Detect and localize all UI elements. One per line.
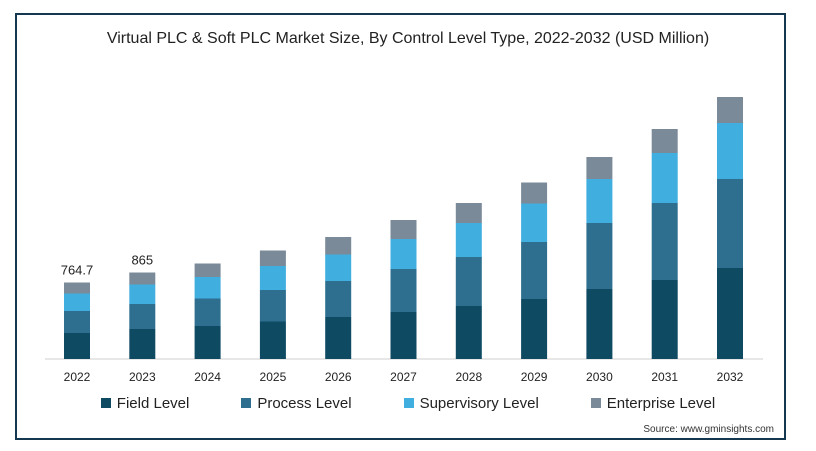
bar-field-level-2028: [455, 306, 482, 359]
x-tick-label: 2030: [586, 370, 613, 384]
bar-process-level-2025: [259, 290, 286, 322]
bar-supervisory-level-2026: [325, 254, 352, 281]
legend-swatch: [403, 398, 414, 408]
bar-process-level-2030: [586, 223, 613, 289]
bar-process-level-2032: [717, 179, 743, 268]
chart-legend: Field Level Process Level Supervisory Leve…: [0, 392, 816, 414]
legend-item: Enterprise Level: [590, 394, 716, 412]
bar-field-level-2025: [259, 321, 286, 359]
bar-supervisory-level-2031: [651, 153, 678, 203]
bar-supervisory-level-2027: [390, 239, 417, 269]
bar-enterprise-level-2028: [455, 203, 482, 223]
bar-enterprise-level-2022: [64, 282, 90, 294]
bar-enterprise-level-2023: [129, 272, 156, 285]
chart-title: Virtual PLC & Soft PLC Market Size, By C…: [106, 30, 710, 47]
bar-field-level-2023: [129, 329, 156, 359]
bar-field-level-2031: [651, 280, 678, 359]
data-label: 764.7: [61, 263, 94, 278]
legend-swatch: [100, 398, 111, 408]
bar-enterprise-level-2026: [325, 237, 352, 255]
x-tick-labels: 2022 2023 2024 2025 2026 2027 2028 2029 2030 2031…: [64, 370, 744, 384]
legend-label: Enterprise Level: [606, 394, 716, 412]
x-tick-label: 2024: [194, 370, 221, 384]
bar-enterprise-level-2030: [586, 157, 613, 179]
legend-item: Process Level: [241, 394, 352, 412]
data-label: 865: [131, 253, 153, 268]
bar-process-level-2031: [651, 203, 678, 280]
legend-swatch: [241, 398, 252, 408]
bar-process-level-2022: [64, 311, 90, 333]
bar-supervisory-level-2025: [259, 266, 286, 290]
bar-enterprise-level-2024: [194, 263, 221, 277]
legend-label: Process Level: [257, 394, 352, 412]
legend-label: Field Level: [116, 394, 190, 412]
bar-enterprise-level-2029: [521, 182, 548, 204]
bar-supervisory-level-2028: [455, 223, 482, 257]
bar-field-level-2030: [586, 289, 613, 359]
bar-process-level-2027: [390, 269, 417, 312]
x-tick-label: 2022: [64, 370, 91, 384]
bar-supervisory-level-2022: [64, 293, 90, 311]
bar-process-level-2023: [129, 304, 156, 329]
bar-field-level-2032: [717, 268, 743, 359]
bar-supervisory-level-2024: [194, 277, 221, 299]
bar-supervisory-level-2029: [521, 203, 548, 242]
x-tick-label: 2031: [651, 370, 678, 384]
x-tick-label: 2029: [521, 370, 548, 384]
legend-swatch: [590, 398, 601, 408]
bar-process-level-2024: [194, 298, 221, 326]
bar-field-level-2022: [64, 333, 90, 359]
bar-enterprise-level-2025: [259, 250, 286, 266]
bar-process-level-2026: [325, 281, 352, 317]
bar-field-level-2026: [325, 317, 352, 359]
legend-item: Supervisory Level: [403, 394, 539, 412]
bar-enterprise-level-2031: [651, 129, 678, 153]
legend-label: Supervisory Level: [419, 394, 539, 412]
data-labels: 764.7 865: [61, 253, 153, 278]
x-tick-label: 2027: [390, 370, 417, 384]
x-tick-label: 2032: [717, 370, 744, 384]
bar-field-level-2024: [194, 326, 221, 359]
bar-enterprise-level-2027: [390, 220, 417, 239]
bar-field-level-2027: [390, 312, 417, 359]
bar-field-level-2029: [521, 299, 548, 359]
bar-supervisory-level-2023: [129, 284, 156, 304]
x-tick-label: 2025: [260, 370, 287, 384]
x-tick-label: 2023: [129, 370, 156, 384]
x-tick-label: 2026: [325, 370, 352, 384]
source-note: Source: www.gminsights.com: [643, 424, 774, 435]
bar-process-level-2028: [455, 257, 482, 306]
bar-process-level-2029: [521, 242, 548, 299]
x-tick-label: 2028: [455, 370, 482, 384]
legend-item: Field Level: [100, 394, 190, 412]
bar-supervisory-level-2030: [586, 179, 613, 223]
bars-group: [64, 97, 743, 359]
bar-supervisory-level-2032: [717, 123, 743, 179]
bar-enterprise-level-2032: [717, 97, 743, 123]
